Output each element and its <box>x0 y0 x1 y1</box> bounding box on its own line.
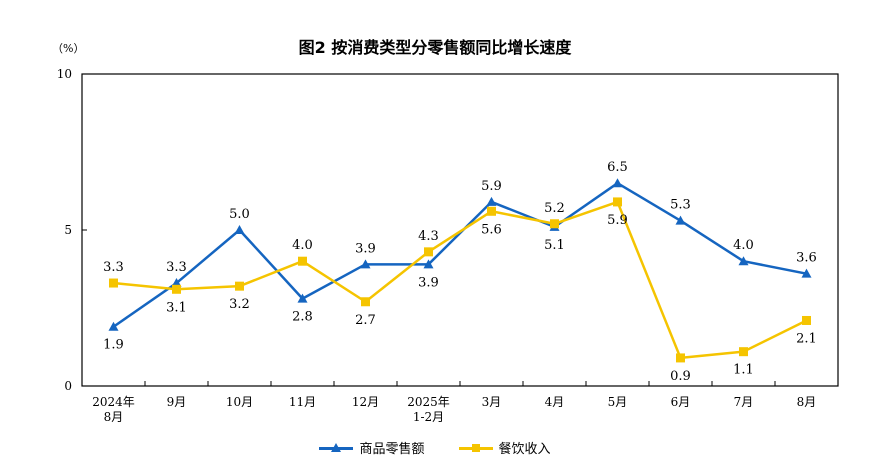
data-point-catering <box>550 219 559 229</box>
y-tick-label: 5 <box>64 223 72 237</box>
data-label-retail: 1.9 <box>103 338 124 353</box>
data-point-catering <box>802 315 811 325</box>
data-label-retail: 5.1 <box>544 238 565 253</box>
data-point-retail <box>738 256 749 266</box>
data-point-catering <box>235 281 244 291</box>
data-point-catering <box>487 206 496 216</box>
data-label-retail: 2.8 <box>292 310 313 325</box>
x-tick-label: 12月 <box>352 395 379 409</box>
y-tick-label: 10 <box>57 67 72 81</box>
data-point-retail <box>486 196 497 206</box>
x-tick-label: 5月 <box>608 395 628 409</box>
data-label-retail: 5.0 <box>229 207 250 222</box>
data-point-retail <box>423 259 434 269</box>
data-label-retail: 3.6 <box>796 251 817 266</box>
data-label-catering: 4.3 <box>418 229 439 244</box>
legend-label-catering: 餐饮收入 <box>498 442 551 457</box>
data-point-retail <box>675 215 686 225</box>
series-line-retail <box>112 181 807 328</box>
data-label-catering: 4.0 <box>292 238 313 253</box>
data-label-catering: 3.2 <box>229 297 250 312</box>
x-tick-label: 4月 <box>545 395 565 409</box>
data-point-catering <box>298 256 307 266</box>
x-tick-label: 1-2月 <box>413 410 444 424</box>
data-point-catering <box>676 353 685 363</box>
data-label-catering: 5.2 <box>544 201 565 216</box>
data-point-retail <box>612 178 623 188</box>
data-label-catering: 3.3 <box>103 260 124 275</box>
legend: 商品零售额 餐饮收入 <box>0 438 870 457</box>
x-tick-label: 6月 <box>671 395 691 409</box>
data-label-retail: 3.3 <box>166 260 187 275</box>
data-point-catering <box>361 297 370 307</box>
data-point-retail <box>108 321 119 331</box>
data-label-retail: 3.9 <box>355 241 376 256</box>
legend-swatch-catering <box>458 442 493 454</box>
data-point-catering <box>739 347 748 357</box>
data-label-catering: 0.9 <box>670 369 691 384</box>
y-tick-label: 0 <box>64 379 72 393</box>
legend-item-retail: 商品零售额 <box>319 438 425 457</box>
x-tick-label: 2025年 <box>407 395 450 409</box>
data-label-retail: 6.5 <box>607 160 628 175</box>
x-tick-label: 8月 <box>797 395 817 409</box>
x-tick-label: 7月 <box>734 395 754 409</box>
x-tick-label: 10月 <box>226 395 253 409</box>
chart-title: 图2 按消费类型分零售额同比增长速度 <box>298 38 572 57</box>
data-label-catering: 2.1 <box>796 331 817 346</box>
x-tick-label: 11月 <box>289 395 316 409</box>
y-axis-unit-label: （%） <box>52 42 85 55</box>
plot-frame <box>81 73 839 387</box>
data-label-retail: 4.0 <box>733 238 754 253</box>
data-point-catering <box>109 278 118 288</box>
x-tick-label: 2024年 <box>92 395 135 409</box>
data-label-catering: 1.1 <box>733 363 754 378</box>
legend-label-retail: 商品零售额 <box>359 442 425 457</box>
data-point-catering <box>172 284 181 294</box>
x-tick-label: 3月 <box>482 395 502 409</box>
data-label-catering: 5.9 <box>607 213 628 228</box>
data-label-retail: 5.3 <box>670 198 691 213</box>
data-label-retail: 3.9 <box>418 275 439 290</box>
data-point-retail <box>801 268 812 278</box>
x-tick-label: 9月 <box>167 395 187 409</box>
data-label-retail: 5.9 <box>481 179 502 194</box>
data-point-catering <box>613 197 622 207</box>
data-label-catering: 3.1 <box>166 300 187 315</box>
data-point-catering <box>424 247 433 257</box>
data-point-retail <box>297 293 308 303</box>
series-line-catering <box>113 200 808 360</box>
data-label-catering: 2.7 <box>355 313 376 328</box>
legend-item-catering: 餐饮收入 <box>458 438 551 457</box>
data-point-retail <box>234 225 245 234</box>
data-point-retail <box>360 259 371 269</box>
data-label-catering: 5.6 <box>481 222 502 237</box>
legend-swatch-retail <box>319 442 354 454</box>
x-tick-label: 8月 <box>104 410 124 424</box>
